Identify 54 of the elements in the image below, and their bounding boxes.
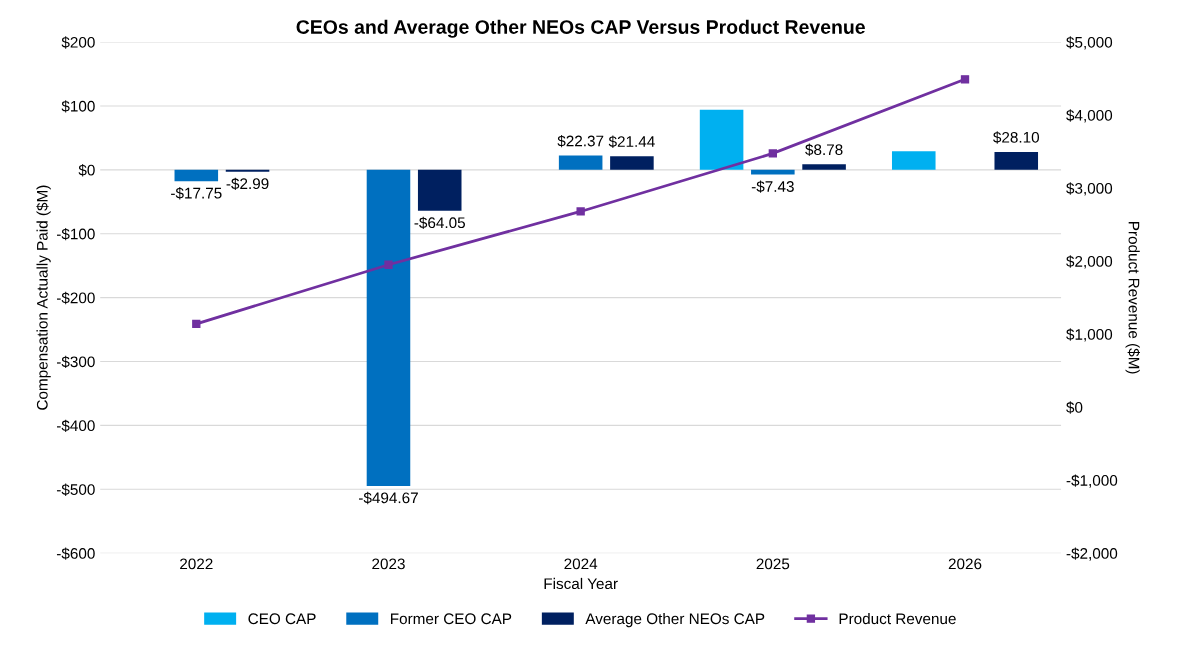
y-tick-label: -$200	[56, 291, 95, 305]
bar	[366, 169, 411, 486]
y2-tick-label: $1,000	[1066, 328, 1113, 342]
x-tick-label: 2025	[756, 558, 790, 570]
x-tick-label: 2026	[948, 558, 982, 570]
data-label: -$7.43	[751, 180, 794, 193]
legend-label: Former CEO CAP	[391, 613, 512, 625]
y-axis-title: Compensation Actually Paid ($M)	[36, 185, 51, 410]
data-label: $22.37	[557, 134, 604, 148]
data-label: $8.78	[805, 143, 843, 156]
y2-tick-label: -$2,000	[1066, 547, 1118, 561]
data-label: -$17.75	[171, 187, 222, 200]
bar	[802, 164, 846, 170]
legend-label: Average Other NEOs CAP	[585, 612, 765, 628]
y-tick-label: $200	[61, 36, 95, 49]
point	[768, 149, 778, 158]
data-label: -$64.05	[414, 216, 465, 230]
y-tick-label: -$300	[56, 355, 95, 369]
bar	[751, 169, 795, 175]
x-tick-label: 2023	[372, 558, 405, 570]
legend-label: Product Revenue	[839, 612, 956, 625]
bar	[891, 151, 936, 170]
chart-title: CEOs and Average Other NEOs CAP Versus Product Revenue	[296, 19, 865, 38]
data-label: -$494.67	[359, 491, 418, 505]
y-tick-label: -$100	[56, 227, 95, 241]
bar	[699, 109, 744, 170]
y2-axis-title: Product Revenue ($M)	[1125, 222, 1140, 374]
point	[192, 319, 201, 329]
bar	[610, 156, 654, 170]
y-tick-label: -$600	[56, 547, 95, 560]
y2-tick-label: $0	[1066, 401, 1083, 414]
data-label: -$2.99	[226, 177, 269, 191]
y-tick-label: -$400	[56, 419, 95, 432]
legend-label: CEO CAP	[248, 613, 316, 625]
y2-tick-label: -$1,000	[1066, 474, 1118, 488]
point	[960, 75, 970, 84]
y2-tick-label: $3,000	[1066, 182, 1113, 196]
y-tick-label: $0	[78, 164, 95, 177]
point	[576, 207, 585, 216]
data-label: $21.44	[608, 135, 655, 148]
x-axis-title: Fiscal Year	[544, 577, 618, 590]
bar	[417, 169, 462, 211]
x-tick-label: 2022	[180, 558, 213, 570]
bar	[558, 155, 603, 170]
y2-tick-label: $2,000	[1066, 255, 1113, 269]
y2-tick-label: $4,000	[1066, 109, 1113, 123]
y2-tick-label: $5,000	[1066, 36, 1113, 50]
point	[384, 260, 393, 269]
bar	[994, 151, 1039, 170]
bar	[174, 169, 219, 182]
y-tick-label: -$500	[56, 483, 95, 496]
data-label: $28.10	[993, 131, 1040, 144]
y-tick-label: $100	[61, 100, 95, 113]
x-tick-label: 2024	[564, 558, 598, 570]
